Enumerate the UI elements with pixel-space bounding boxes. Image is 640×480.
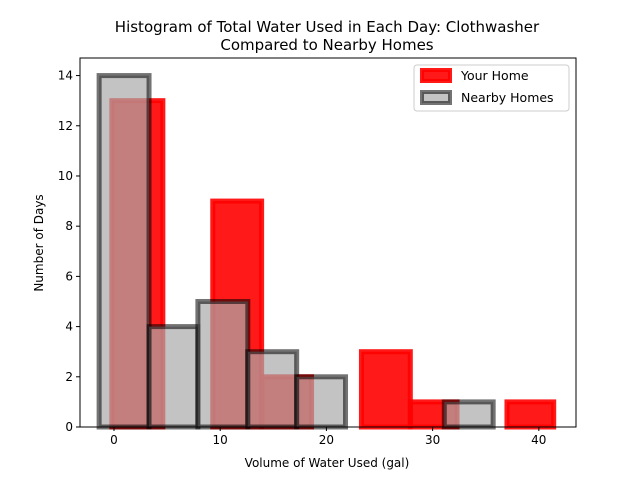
nearby-homes-bar-4 — [294, 374, 349, 430]
legend-label-nearby-homes: Nearby Homes — [461, 90, 554, 105]
legend-frame — [413, 64, 570, 112]
y-tick-label: 4 — [65, 320, 73, 334]
y-tick-label: 14 — [58, 69, 73, 83]
y-tick-label: 12 — [58, 119, 73, 133]
nearby-homes-bar-0 — [96, 73, 152, 430]
legend-swatch-nearby-homes — [420, 90, 452, 105]
x-axis-ticks: 0 10 20 30 40 — [110, 427, 546, 447]
chart-title: Histogram of Total Water Used in Each Da… — [115, 18, 540, 54]
y-axis-label: Number of Days — [32, 194, 46, 291]
x-axis-label: Volume of Water Used (gal) — [245, 456, 410, 470]
x-tick-label: 10 — [213, 433, 228, 447]
nearby-homes-bar-3 — [245, 349, 300, 430]
chart-title-line-1: Histogram of Total Water Used in Each Da… — [115, 18, 540, 36]
series-layer — [96, 73, 557, 430]
legend-label-your-home: Your Home — [460, 68, 529, 83]
your-home-bar-5 — [358, 349, 413, 430]
nearby-homes-bar-1 — [146, 324, 201, 430]
y-tick-label: 2 — [65, 370, 73, 384]
y-tick-label: 0 — [65, 420, 73, 434]
nearby-homes-bar-2 — [195, 298, 251, 430]
y-tick-label: 10 — [58, 169, 73, 183]
legend-swatch-your-home — [420, 68, 452, 83]
y-tick-label: 6 — [65, 269, 73, 283]
your-home-bar-8 — [504, 399, 557, 430]
plot-area-frame — [79, 57, 577, 428]
y-axis-ticks: 0 2 4 6 8 10 12 14 — [58, 69, 80, 434]
chart-title-line-2: Compared to Nearby Homes — [220, 36, 433, 54]
y-tick-label: 8 — [65, 219, 73, 233]
x-tick-label: 30 — [425, 433, 440, 447]
x-tick-label: 0 — [110, 433, 118, 447]
legend: Your Home Nearby Homes — [413, 64, 570, 112]
x-tick-label: 40 — [531, 433, 546, 447]
nearby-homes-bar-7 — [441, 399, 496, 430]
x-tick-label: 20 — [319, 433, 334, 447]
